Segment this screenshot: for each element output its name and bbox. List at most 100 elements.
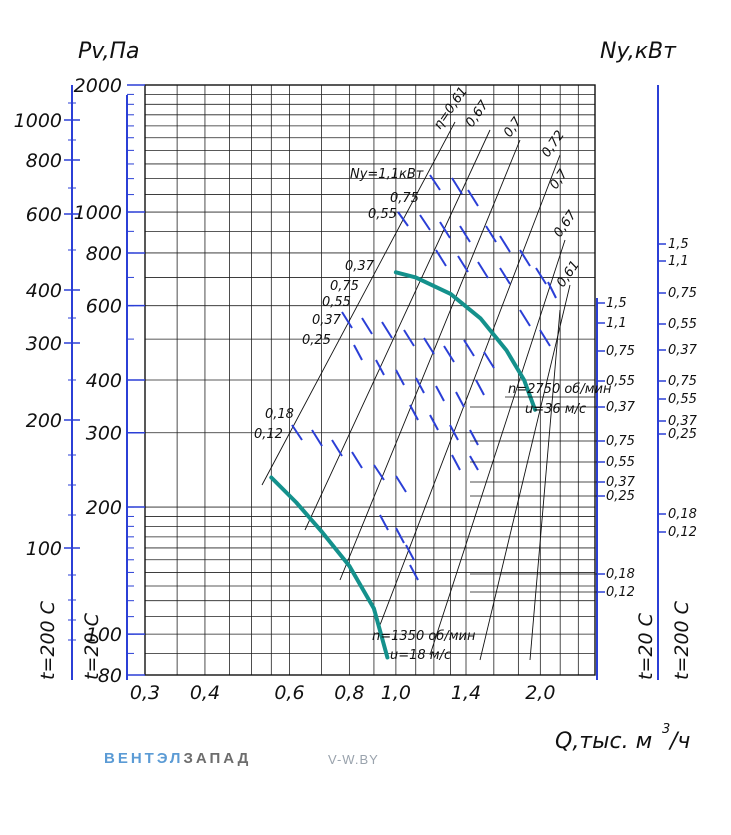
y-tick-label: 200: [86, 497, 122, 519]
power-tick: [415, 377, 425, 394]
right-inner-label: 0,18: [606, 567, 635, 582]
right-inner-label: 1,1: [606, 316, 627, 331]
right-inner-label: 0,37: [606, 400, 636, 415]
left-axis-title: Pv,Па: [78, 39, 140, 64]
right-inner-label: 0,25: [606, 489, 635, 504]
right-inner-label: 0,55: [606, 455, 635, 470]
power-label: 0,37: [312, 313, 342, 328]
efficiency-ray: [339, 139, 521, 581]
power-label: 0,25: [302, 333, 331, 348]
power-tick: [485, 225, 497, 243]
fan-curve-1: [269, 475, 390, 660]
power-tick: [449, 424, 459, 441]
y-tick-label: 300: [86, 423, 122, 445]
power-tick: [311, 429, 323, 447]
y-tick-label: 100: [86, 624, 122, 646]
y-outer-tick-label: 400: [26, 280, 62, 302]
power-tick: [439, 221, 451, 239]
efficiency-ray: [529, 309, 561, 661]
power-label-lower: 0,18: [265, 407, 294, 422]
power-tick: [469, 429, 479, 446]
right-axis-title: Ny,кВт: [600, 39, 677, 64]
y-tick-label: 2000: [74, 75, 122, 97]
power-label: 0,55: [322, 295, 351, 310]
fan-curve-0: [393, 270, 538, 412]
right-outer-label: 1,1: [668, 254, 689, 269]
power-tick: [443, 345, 455, 363]
power-label: Ny=1,1кВт: [350, 167, 424, 182]
right-outer-label: 0,75: [668, 374, 697, 389]
y-tick-label: 800: [86, 243, 122, 265]
series-sub-2750: u=36 м/с: [525, 402, 586, 417]
right-outer-label: 0,37: [668, 343, 698, 358]
power-tick: [351, 451, 363, 469]
efficiency-ray: [479, 284, 571, 661]
x-tick-label: 0,8: [334, 682, 364, 704]
power-tick: [381, 321, 393, 339]
power-tick: [373, 464, 385, 481]
power-tick: [379, 514, 389, 531]
right-inner-label: 0,75: [606, 434, 635, 449]
right-outer-label: 0,75: [668, 286, 697, 301]
brand-logo: ВЕНТЭЛЗАПАД: [104, 750, 251, 767]
power-label-lower: 0,12: [254, 427, 283, 442]
power-label: 0,37: [345, 259, 375, 274]
right-inner-label: 0,37: [606, 475, 636, 490]
right-inner-label: 1,5: [606, 296, 627, 311]
right-outer-label: 1,5: [668, 237, 689, 252]
power-tick: [469, 455, 479, 471]
brand-part1: ВЕНТЭЛ: [104, 750, 184, 767]
power-tick: [409, 404, 419, 421]
power-tick: [419, 214, 431, 231]
y-outer-tick-label: 300: [26, 333, 62, 355]
right-outer-label: 0,55: [668, 392, 697, 407]
power-tick: [451, 177, 463, 195]
power-tick: [405, 544, 415, 561]
efficiency-label: 0,67: [463, 97, 492, 130]
x-tick-label: 1,0: [381, 682, 411, 704]
power-label: 0,75: [330, 279, 359, 294]
right-inner-label: 0,75: [606, 344, 635, 359]
right-inner-label: 0,12: [606, 585, 635, 600]
power-tick: [423, 337, 435, 355]
y-outer-tick-label: 1000: [14, 110, 62, 132]
series-label-2750: n=2750 об/мин: [508, 382, 612, 397]
power-tick: [519, 309, 531, 327]
x-tick-label: 1,4: [451, 682, 481, 704]
right-outer-label: 0,25: [668, 427, 697, 442]
right-outer-label: 0,12: [668, 525, 697, 540]
power-tick: [403, 329, 415, 347]
power-tick: [341, 311, 353, 329]
left-inner-axis-label: t=20 C: [81, 612, 103, 680]
power-tick: [291, 424, 303, 441]
power-tick: [353, 344, 363, 361]
efficiency-ray: [379, 154, 561, 626]
y-tick-label: 1000: [74, 202, 122, 224]
left-outer-axis-label: t=200 C: [37, 600, 59, 680]
power-label: 0,55: [368, 207, 397, 222]
y-tick-label: 80: [98, 665, 122, 687]
power-tick: [397, 211, 409, 227]
y-outer-tick-label: 800: [26, 150, 62, 172]
efficiency-ray: [304, 129, 491, 531]
power-tick: [429, 174, 441, 191]
power-tick: [361, 317, 373, 335]
power-tick: [455, 391, 465, 408]
right-inner-label: 0,55: [606, 374, 635, 389]
right-outer-label: 0,18: [668, 507, 697, 522]
efficiency-label: 0,7: [547, 166, 572, 192]
efficiency-label: 0,7: [501, 114, 526, 140]
y-outer-tick-label: 600: [26, 204, 62, 226]
efficiency-label: 0,72: [539, 128, 568, 160]
power-tick: [395, 527, 405, 544]
power-tick: [375, 359, 385, 376]
right-inner-axis-label: t=20 C: [635, 612, 657, 680]
power-tick: [519, 249, 531, 267]
y-tick-label: 600: [86, 296, 122, 318]
right-outer-axis-label: t=200 C: [671, 600, 693, 680]
power-tick: [467, 189, 479, 207]
power-tick: [395, 475, 407, 493]
power-tick: [499, 267, 511, 285]
power-tick: [483, 351, 495, 369]
power-tick: [535, 267, 547, 285]
